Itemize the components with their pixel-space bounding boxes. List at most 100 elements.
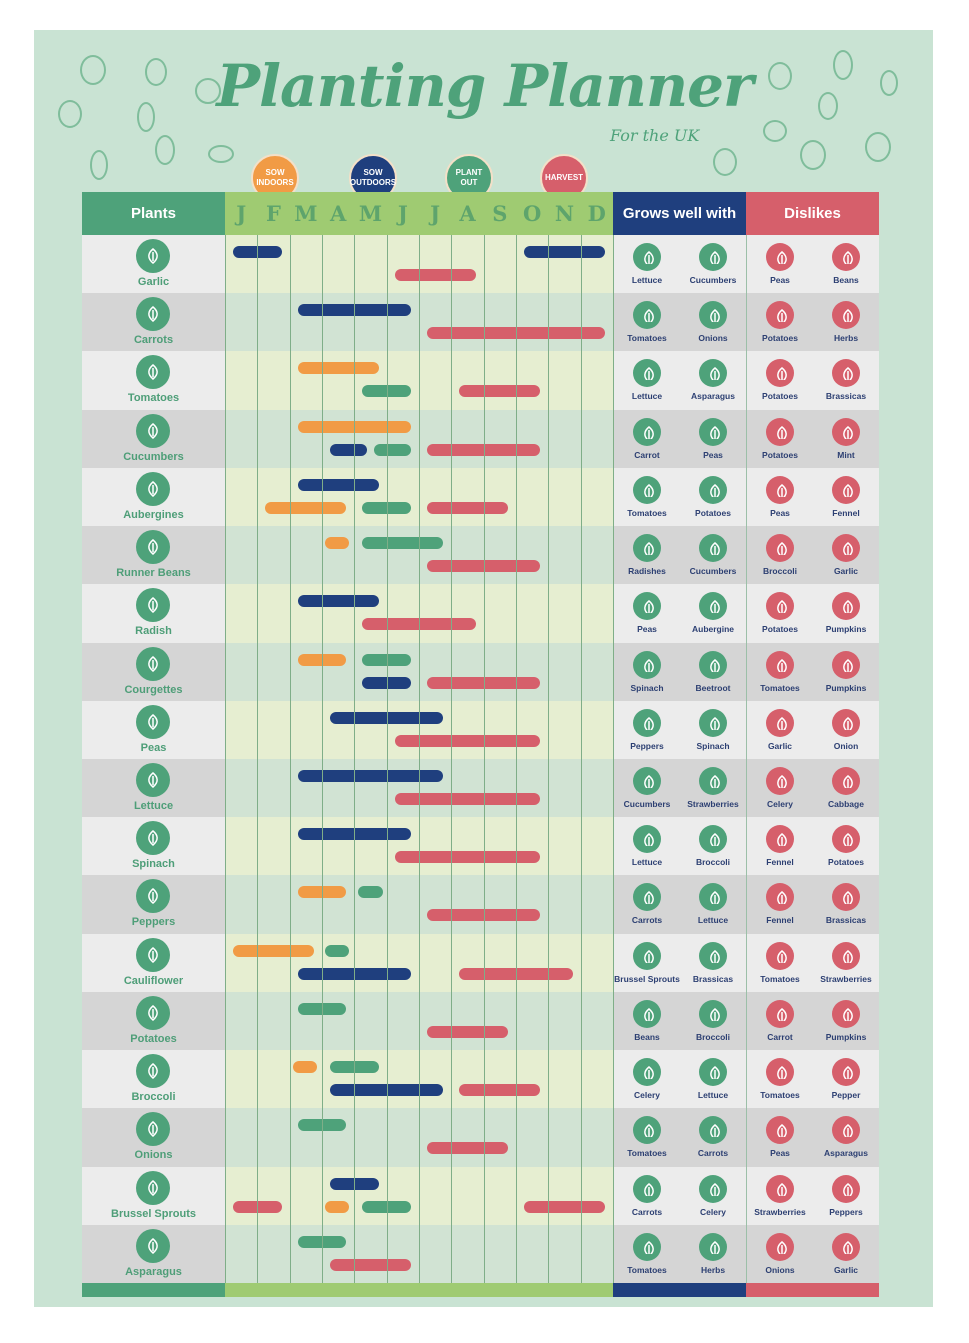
vegetable-outline-icon — [195, 78, 221, 104]
carrot-icon — [136, 297, 170, 332]
plant-name: Asparagus — [125, 1265, 182, 1278]
asparagus-icon — [832, 1116, 860, 1145]
companion-label: Brassicas — [825, 915, 867, 926]
vegetable-outline-icon — [768, 62, 792, 90]
grows-well-cell: Lettuce Cucumbers — [613, 235, 746, 294]
month-divider — [289, 235, 291, 1283]
garlic-icon — [766, 708, 794, 737]
celery-icon — [766, 767, 794, 795]
companion-label: Fennel — [766, 857, 794, 868]
dislikes-cell: Garlic Onion — [746, 700, 879, 759]
brassicas-icon — [699, 941, 727, 970]
tomatoes-icon — [766, 1058, 794, 1087]
onion-icon — [136, 1112, 170, 1147]
companion-label: Potatoes — [762, 333, 798, 344]
plant-name: Courgettes — [124, 683, 183, 696]
month-label: F — [266, 201, 281, 226]
spinach-icon — [136, 821, 170, 856]
sow-outdoors-bar — [297, 770, 444, 782]
companion-label: Brassicas — [692, 973, 734, 984]
pepper-icon — [832, 1058, 860, 1087]
sow-outdoors-bar — [297, 967, 411, 980]
brassicas-icon — [832, 883, 860, 912]
onions-icon — [699, 301, 727, 330]
peppers-icon — [832, 1174, 860, 1203]
onions-icon — [766, 1232, 794, 1261]
cucumber-icon — [136, 413, 170, 448]
potatoes-icon — [766, 592, 794, 621]
tomatoes-icon — [633, 1232, 661, 1261]
dislikes-cell: Peas Asparagus — [746, 1108, 879, 1167]
companion-label: Mint — [837, 449, 855, 460]
companion-label: Onions — [765, 1264, 795, 1275]
strawberries-icon — [699, 767, 727, 795]
companion-label: Lettuce — [631, 391, 663, 402]
companion-label: Fennel — [832, 507, 860, 518]
sow-indoors-bar — [297, 420, 411, 433]
dislikes-cell: Onions Garlic — [746, 1224, 879, 1283]
grows-well-cell: Celery Lettuce — [613, 1050, 746, 1109]
harvest-bar — [394, 851, 541, 864]
fennel-icon — [766, 825, 794, 854]
brassicas-icon — [832, 359, 860, 388]
fennel-icon — [832, 475, 860, 504]
companion-label: Carrots — [697, 1148, 729, 1159]
lettuce-icon — [633, 243, 661, 271]
harvest-bar — [330, 1258, 411, 1271]
plant-cell: Peppers — [82, 875, 225, 934]
herbs-icon — [832, 301, 860, 330]
month-divider — [580, 235, 582, 1283]
peppers-icon — [633, 708, 661, 737]
strawberries-icon — [832, 941, 860, 970]
plant-name: Broccoli — [131, 1091, 176, 1104]
vegetable-outline-icon — [90, 150, 108, 180]
footer-band-months — [225, 1283, 613, 1297]
plant-out-bar — [362, 537, 444, 550]
cucumbers-icon — [633, 767, 661, 795]
harvest-bar — [427, 1142, 508, 1155]
companion-label: Herbs — [833, 333, 859, 344]
vegetable-outline-icon — [80, 55, 106, 85]
spinach-icon — [633, 650, 661, 679]
harvest-bar — [427, 501, 508, 514]
companion-label: Garlic — [833, 1264, 859, 1275]
beans-icon — [832, 243, 860, 271]
companion-label: Cucumbers — [689, 275, 737, 285]
companion-label: Carrot — [634, 449, 660, 460]
plant-name: Tomatoes — [127, 392, 180, 405]
grows-well-cell: Peas Aubergine — [613, 584, 746, 643]
dislikes-cell: Potatoes Mint — [746, 409, 879, 468]
vegetable-outline-icon — [145, 58, 167, 86]
cucumbers-icon — [699, 534, 727, 563]
grows-well-cell: Cucumbers Strawberries — [613, 759, 746, 818]
plant-name: Radish — [135, 625, 172, 638]
potatoes-icon — [832, 825, 860, 854]
dislikes-cell: Peas Fennel — [746, 467, 879, 527]
harvest-bar — [394, 734, 541, 747]
beans-icon — [633, 999, 661, 1028]
lettuce-icon — [699, 1058, 727, 1087]
companion-label: Radishes — [628, 566, 666, 577]
broccoli-icon — [699, 999, 727, 1028]
companion-label: Peas — [637, 624, 657, 635]
celery-icon — [699, 1174, 727, 1203]
plant-cell: Onions — [82, 1108, 225, 1167]
broccoli-icon — [136, 1054, 170, 1089]
cabbage-icon — [832, 767, 860, 795]
tomatoes-icon — [633, 1116, 661, 1145]
companion-label: Tomatoes — [760, 973, 800, 984]
companion-label: Potatoes — [762, 391, 798, 402]
month-label: J — [236, 201, 247, 226]
companion-label: Peas — [770, 507, 790, 518]
vegetable-outline-icon — [865, 132, 891, 162]
dislikes-cell: Carrot Pumpkins — [746, 991, 879, 1051]
plant-cell: Courgettes — [82, 642, 225, 701]
month-label: A — [459, 201, 476, 226]
garlic-icon — [832, 1232, 860, 1261]
tomatoes-icon — [633, 301, 661, 330]
sow-outdoors-bar — [297, 478, 379, 491]
dislikes-cell: Celery Cabbage — [746, 759, 879, 818]
companion-label: Beans — [833, 275, 859, 285]
carrot-icon — [766, 999, 794, 1028]
companion-label: Lettuce — [697, 915, 729, 926]
